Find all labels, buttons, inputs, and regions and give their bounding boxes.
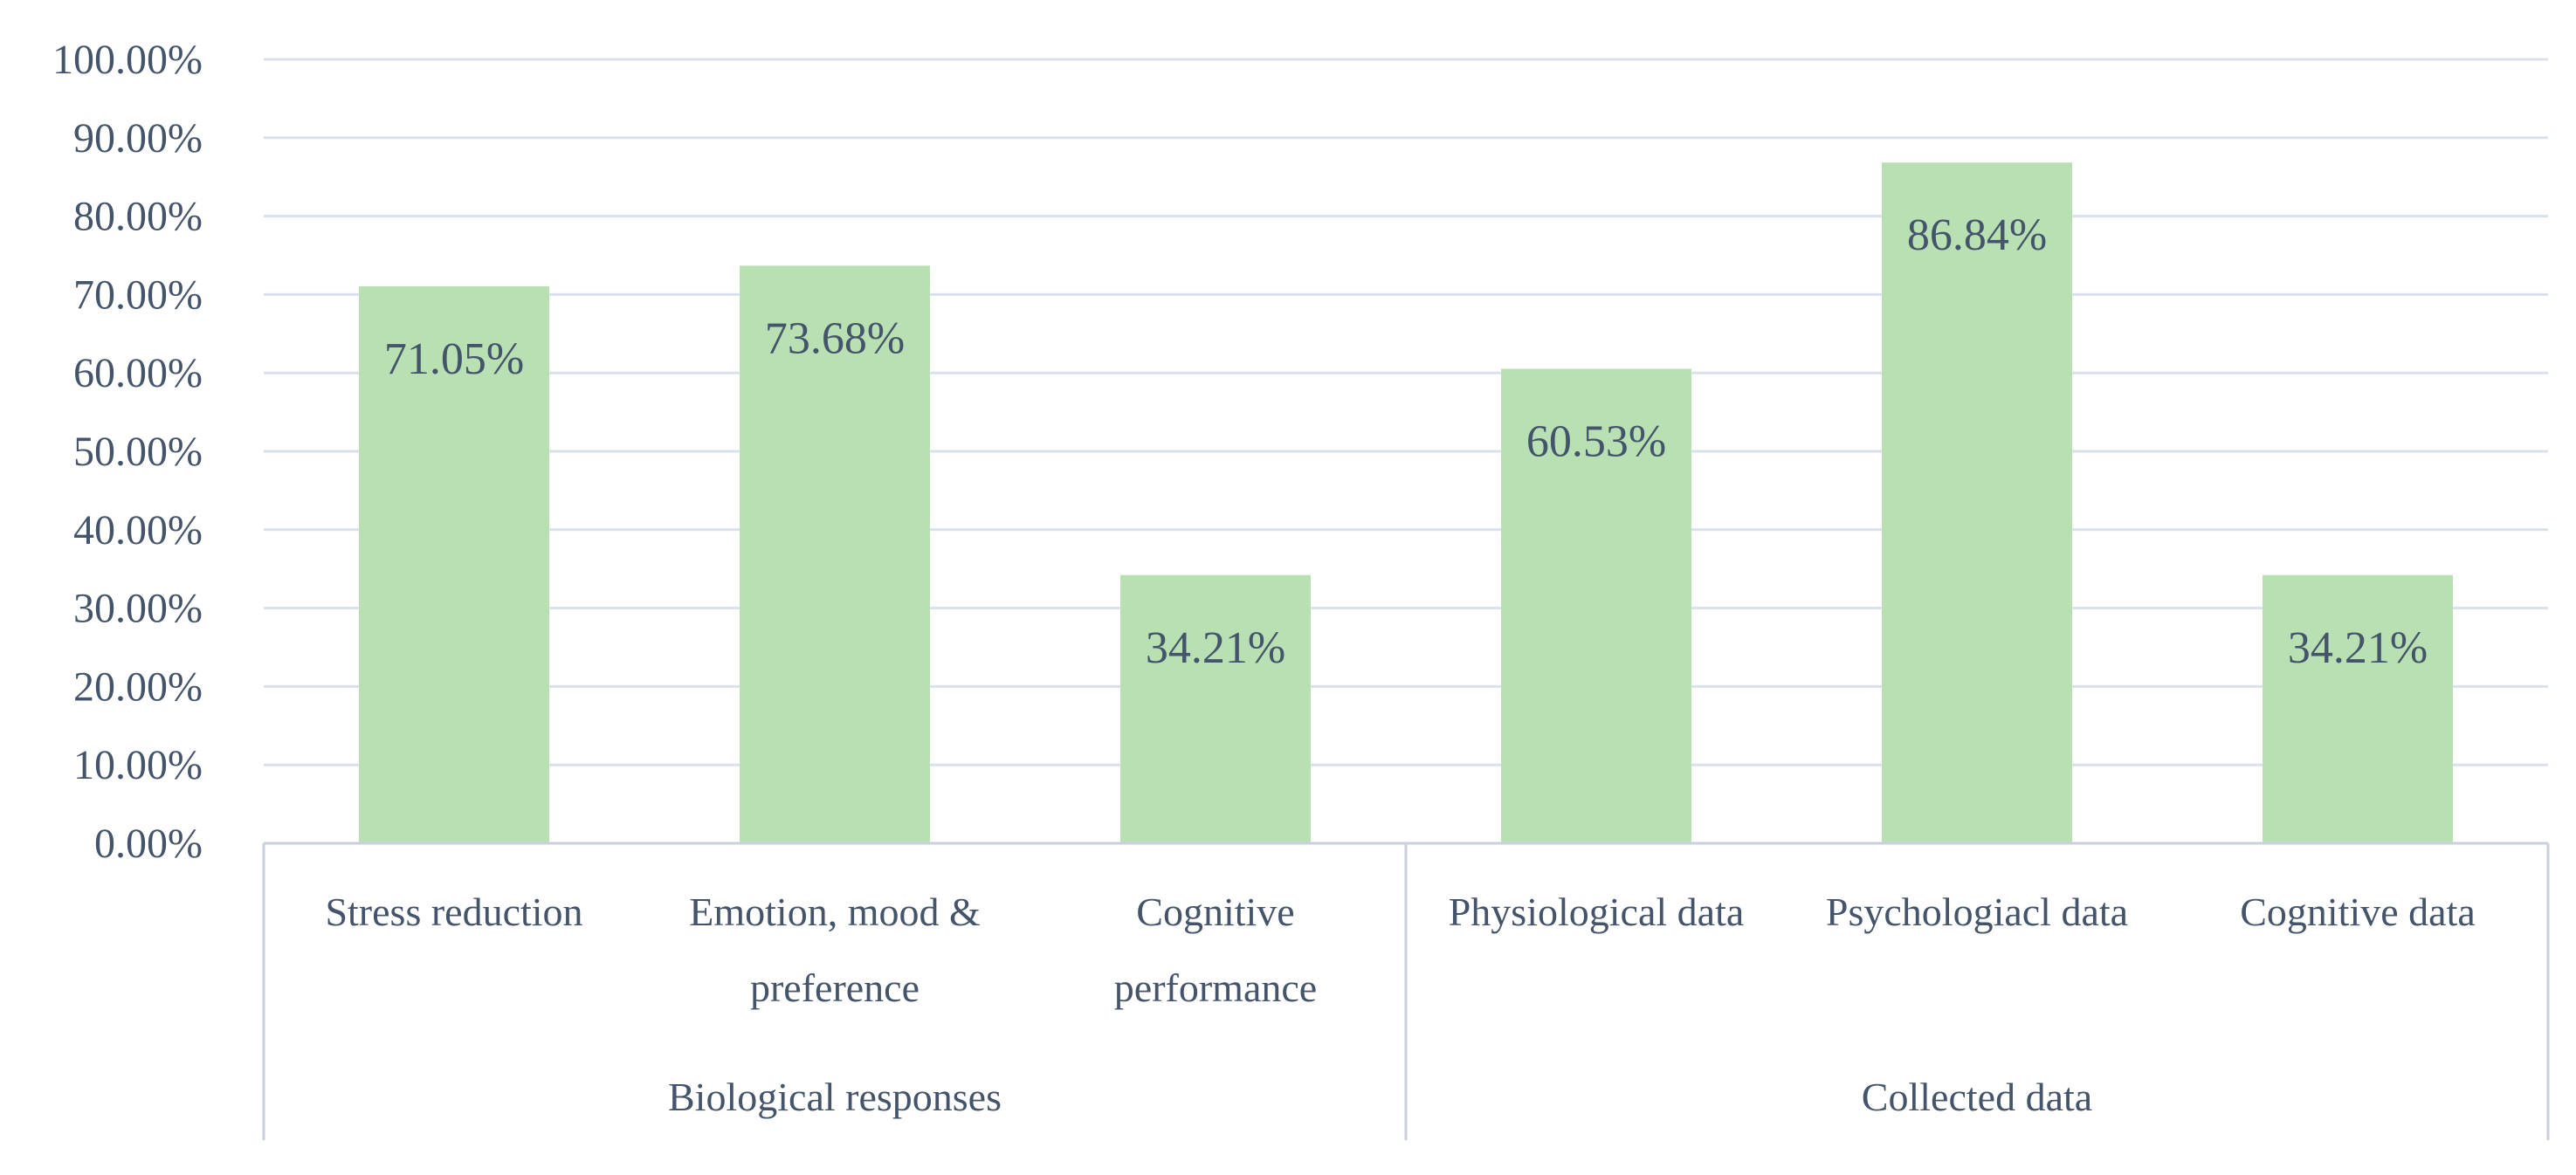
bar <box>1501 368 1691 843</box>
y-tick-label: 50.00% <box>73 429 203 475</box>
category-label-line: Emotion, mood & <box>689 890 981 934</box>
data-label: 86.84% <box>1907 210 2047 260</box>
y-tick-label: 0.00% <box>94 821 203 867</box>
category-labels: Stress reduction Emotion, mood & preferenc… <box>325 890 2475 1010</box>
y-axis-ticks: 0.00% 10.00% 20.00% 30.00% 40.00% 50.00% 60.00… <box>52 37 203 867</box>
category-label-line: preference <box>750 965 920 1010</box>
group-label: Collected data <box>1862 1075 2092 1119</box>
y-tick-label: 20.00% <box>73 663 203 710</box>
category-label-line: Psychologiacl data <box>1826 890 2128 934</box>
group-labels: Biological responses Collected data <box>668 1075 2092 1119</box>
data-label: 60.53% <box>1526 416 1666 466</box>
bar <box>2263 574 2453 843</box>
category-label: Cognitive data <box>2240 890 2476 934</box>
data-labels: 71.05% 73.68% 34.21% 60.53% 86.84% 34.21% <box>384 210 2428 673</box>
category-label: Emotion, mood & preference <box>689 890 981 1010</box>
bar <box>1882 162 2072 843</box>
y-tick-label: 80.00% <box>73 194 203 240</box>
category-label-line: performance <box>1114 965 1317 1010</box>
category-label: Stress reduction <box>325 890 582 934</box>
data-label: 71.05% <box>384 334 524 384</box>
category-label: Psychologiacl data <box>1826 890 2128 934</box>
y-tick-label: 70.00% <box>73 271 203 318</box>
category-label-line: Stress reduction <box>325 890 582 934</box>
axis-frame <box>262 842 2550 1140</box>
bar <box>740 265 930 843</box>
category-label: Physiological data <box>1449 890 1745 934</box>
bars <box>359 162 2453 843</box>
data-label: 73.68% <box>765 313 905 363</box>
y-tick-label: 30.00% <box>73 586 203 632</box>
group-label: Biological responses <box>668 1075 1002 1119</box>
y-tick-label: 40.00% <box>73 507 203 553</box>
y-tick-label: 60.00% <box>73 350 203 396</box>
data-label: 34.21% <box>2288 623 2428 673</box>
gridlines <box>264 58 2548 766</box>
bar <box>359 285 549 843</box>
category-label: Cognitive performance <box>1114 890 1317 1010</box>
category-label-line: Cognitive data <box>2240 890 2476 934</box>
category-label-line: Cognitive <box>1136 890 1294 934</box>
y-tick-label: 90.00% <box>73 115 203 161</box>
bar <box>1120 574 1311 843</box>
y-tick-label: 100.00% <box>52 37 203 83</box>
data-label: 34.21% <box>1146 623 1285 673</box>
category-label-line: Physiological data <box>1449 890 1745 934</box>
y-tick-label: 10.00% <box>73 742 203 788</box>
